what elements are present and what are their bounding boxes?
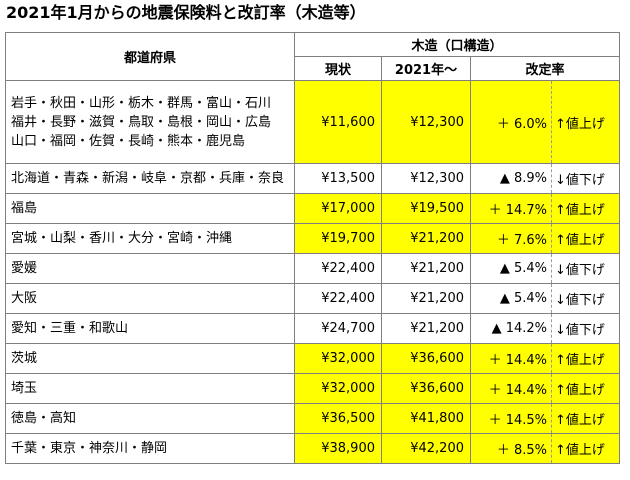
table-row: 徳島・高知 ¥36,500 ¥41,800 ＋ 14.5% ↑値上げ	[5, 403, 621, 434]
current-premium-cell: ¥19,700	[294, 223, 382, 254]
table-row: 愛媛 ¥22,400 ¥21,200 ▲ 5.4% ↓値下げ	[5, 253, 621, 284]
table-row: 宮城・山梨・香川・大分・宮崎・沖縄 ¥19,700 ¥21,200 ＋ 7.6% ↑値上…	[5, 223, 621, 254]
prefecture-cell: 徳島・高知	[5, 403, 295, 434]
direction-cell: ↑値上げ	[550, 343, 621, 374]
current-premium-cell: ¥24,700	[294, 313, 382, 344]
current-premium-cell: ¥11,600	[294, 80, 382, 164]
prefecture-line: 大阪	[11, 291, 38, 306]
page-title: 2021年1月からの地震保険料と改訂率（木造等）	[6, 3, 366, 22]
new-premium-cell: ¥41,800	[381, 403, 471, 434]
table-row: 北海道・青森・新潟・岐阜・京都・兵庫・奈良 ¥13,500 ¥12,300 ▲ 8.9…	[5, 163, 621, 194]
new-premium-cell: ¥36,600	[381, 373, 471, 404]
prefecture-line: 茨城	[11, 351, 38, 366]
prefecture-line: 福島	[11, 201, 38, 216]
change-rate-cell: ＋ 7.6%	[470, 223, 552, 254]
prefecture-line: 愛知・三重・和歌山	[11, 321, 129, 336]
new-premium-cell: ¥21,200	[381, 283, 471, 314]
table-row: 岩手・秋田・山形・栃木・群馬・富山・石川 福井・長野・滋賀・鳥取・島根・岡山・広島…	[5, 80, 621, 164]
prefecture-cell: 埼玉	[5, 373, 295, 404]
direction-cell: ↑値上げ	[550, 80, 621, 164]
new-premium-cell: ¥21,200	[381, 313, 471, 344]
change-rate-cell: ▲ 8.9%	[470, 163, 552, 194]
new-premium-cell: ¥42,200	[381, 433, 471, 464]
change-rate-cell: ▲ 5.4%	[470, 253, 552, 284]
prefecture-cell: 宮城・山梨・香川・大分・宮崎・沖縄	[5, 223, 295, 254]
change-rate-cell: ＋ 14.4%	[470, 373, 552, 404]
direction-cell: ↓値下げ	[550, 253, 621, 284]
direction-cell: ↓値下げ	[550, 283, 621, 314]
prefecture-cell: 千葉・東京・神奈川・静岡	[5, 433, 295, 464]
change-rate-cell: ▲ 14.2%	[470, 313, 552, 344]
current-premium-cell: ¥22,400	[294, 283, 382, 314]
header-rate: 改定率	[469, 56, 621, 81]
direction-cell: ↑値上げ	[550, 193, 621, 224]
header-2021: 2021年〜	[381, 56, 471, 81]
direction-cell: ↑値上げ	[550, 433, 621, 464]
header-prefecture: 都道府県	[5, 32, 295, 81]
prefecture-cell: 北海道・青森・新潟・岐阜・京都・兵庫・奈良	[5, 163, 295, 194]
current-premium-cell: ¥22,400	[294, 253, 382, 284]
prefecture-cell: 愛知・三重・和歌山	[5, 313, 295, 344]
new-premium-cell: ¥19,500	[381, 193, 471, 224]
table-row: 埼玉 ¥32,000 ¥36,600 ＋ 14.4% ↑値上げ	[5, 373, 621, 404]
prefecture-line: 岩手・秋田・山形・栃木・群馬・富山・石川	[11, 95, 272, 111]
new-premium-cell: ¥12,300	[381, 163, 471, 194]
direction-cell: ↑値上げ	[550, 373, 621, 404]
table-row: 福島 ¥17,000 ¥19,500 ＋ 14.7% ↑値上げ	[5, 193, 621, 224]
prefecture-line: 埼玉	[11, 381, 38, 396]
new-premium-cell: ¥12,300	[381, 80, 471, 164]
prefecture-cell: 大阪	[5, 283, 295, 314]
new-premium-cell: ¥36,600	[381, 343, 471, 374]
prefecture-cell: 福島	[5, 193, 295, 224]
direction-cell: ↓値下げ	[550, 163, 621, 194]
current-premium-cell: ¥32,000	[294, 373, 382, 404]
direction-cell: ↑値上げ	[550, 403, 621, 434]
prefecture-line: 愛媛	[11, 261, 38, 276]
table-row: 千葉・東京・神奈川・静岡 ¥38,900 ¥42,200 ＋ 8.5% ↑値上げ	[5, 433, 621, 464]
new-premium-cell: ¥21,200	[381, 223, 471, 254]
prefecture-line: 福井・長野・滋賀・鳥取・島根・岡山・広島	[11, 114, 272, 130]
change-rate-cell: ＋ 14.7%	[470, 193, 552, 224]
current-premium-cell: ¥32,000	[294, 343, 382, 374]
table-row: 茨城 ¥32,000 ¥36,600 ＋ 14.4% ↑値上げ	[5, 343, 621, 374]
prefecture-line: 北海道・青森・新潟・岐阜・京都・兵庫・奈良	[11, 171, 285, 186]
new-premium-cell: ¥21,200	[381, 253, 471, 284]
direction-cell: ↑値上げ	[550, 223, 621, 254]
change-rate-cell: ＋ 14.5%	[470, 403, 552, 434]
current-premium-cell: ¥17,000	[294, 193, 382, 224]
prefecture-line: 山口・福岡・佐賀・長崎・熊本・鹿児島	[11, 133, 246, 149]
change-rate-cell: ＋ 6.0%	[470, 80, 552, 164]
prefecture-cell: 愛媛	[5, 253, 295, 284]
prefecture-line: 徳島・高知	[11, 411, 77, 426]
table-row: 愛知・三重・和歌山 ¥24,700 ¥21,200 ▲ 14.2% ↓値下げ	[5, 313, 621, 344]
prefecture-cell: 茨城	[5, 343, 295, 374]
current-premium-cell: ¥36,500	[294, 403, 382, 434]
change-rate-cell: ＋ 14.4%	[470, 343, 552, 374]
current-premium-cell: ¥13,500	[294, 163, 382, 194]
header-structure: 木造（口構造）	[293, 32, 621, 57]
current-premium-cell: ¥38,900	[294, 433, 382, 464]
prefecture-line: 宮城・山梨・香川・大分・宮崎・沖縄	[11, 231, 233, 246]
change-rate-cell: ＋ 8.5%	[470, 433, 552, 464]
premium-table: 都道府県 木造（口構造） 現状 2021年〜 改定率 岩手・秋田・山形・栃木・群…	[5, 32, 621, 464]
change-rate-cell: ▲ 5.4%	[470, 283, 552, 314]
prefecture-line: 千葉・東京・神奈川・静岡	[11, 441, 168, 456]
header-current: 現状	[294, 56, 382, 81]
direction-cell: ↓値下げ	[550, 313, 621, 344]
prefecture-cell: 岩手・秋田・山形・栃木・群馬・富山・石川 福井・長野・滋賀・鳥取・島根・岡山・広島…	[5, 80, 295, 164]
table-row: 大阪 ¥22,400 ¥21,200 ▲ 5.4% ↓値下げ	[5, 283, 621, 314]
